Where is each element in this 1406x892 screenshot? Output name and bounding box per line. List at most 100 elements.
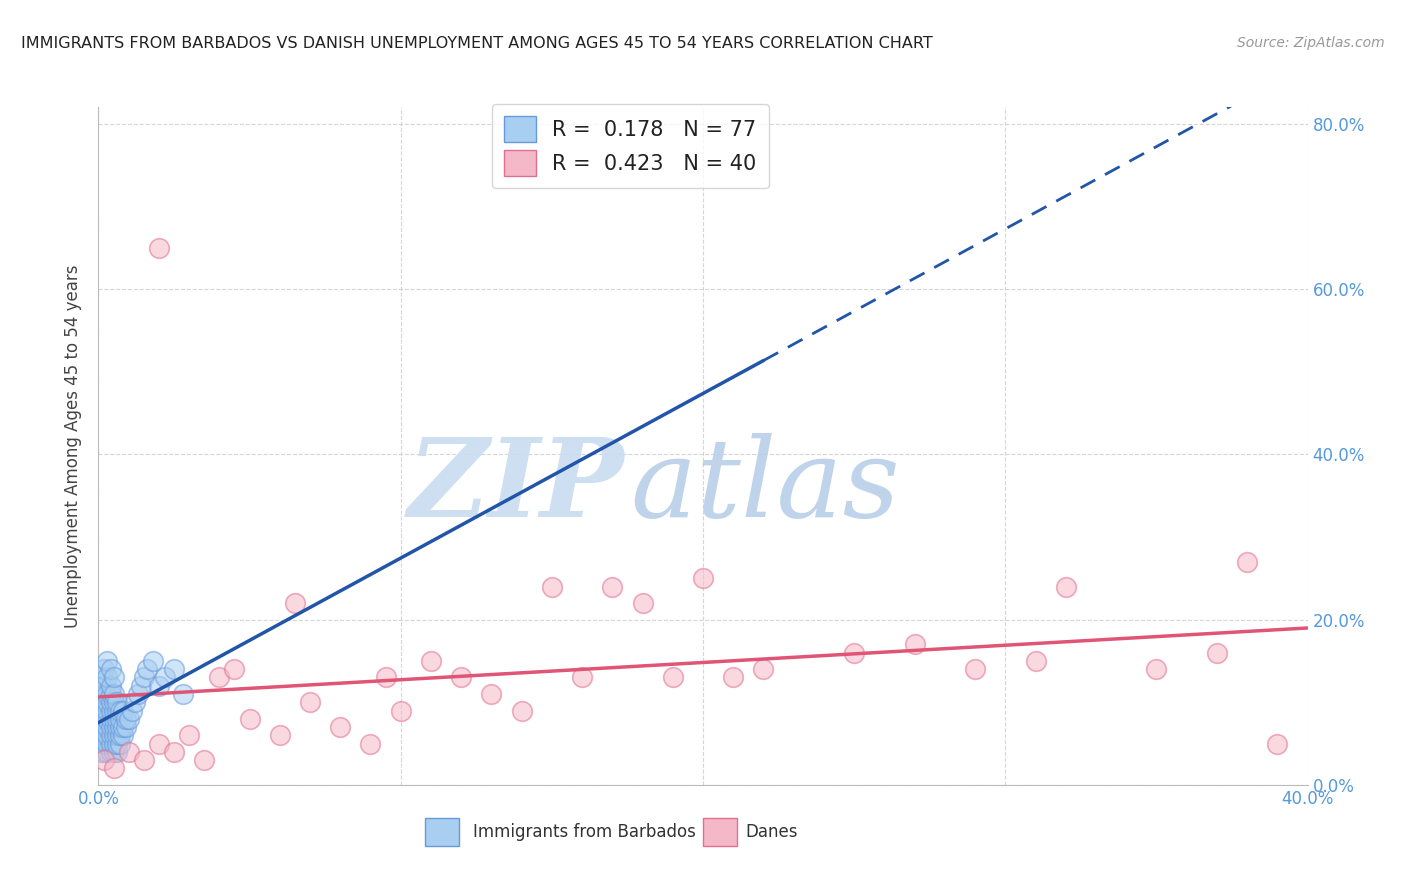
Legend: R =  0.178   N = 77, R =  0.423   N = 40: R = 0.178 N = 77, R = 0.423 N = 40	[492, 103, 769, 188]
Point	[90, 687, 112, 701]
Point	[103, 728, 125, 742]
Text: Danes: Danes	[745, 822, 797, 841]
Point	[661, 671, 683, 685]
Point	[114, 720, 136, 734]
FancyBboxPatch shape	[703, 817, 737, 846]
Point	[108, 704, 131, 718]
Point	[111, 720, 134, 734]
Point	[93, 720, 115, 734]
Point	[100, 737, 122, 751]
Point	[96, 745, 118, 759]
Point	[96, 695, 118, 709]
Point	[100, 745, 122, 759]
Point	[135, 662, 157, 676]
Point	[129, 679, 152, 693]
Point	[96, 704, 118, 718]
Point	[103, 671, 125, 685]
Point	[1144, 662, 1167, 676]
Point	[108, 737, 131, 751]
Y-axis label: Unemployment Among Ages 45 to 54 years: Unemployment Among Ages 45 to 54 years	[65, 264, 83, 628]
Point	[105, 728, 128, 742]
Point	[93, 737, 115, 751]
Point	[510, 704, 533, 718]
Point	[148, 241, 170, 255]
Point	[105, 704, 128, 718]
Point	[105, 737, 128, 751]
Point	[96, 728, 118, 742]
Point	[96, 671, 118, 685]
Point	[90, 745, 112, 759]
Point	[602, 580, 624, 594]
Point	[124, 695, 146, 709]
Point	[103, 737, 125, 751]
Point	[142, 654, 165, 668]
Point	[93, 745, 115, 759]
Point	[100, 662, 122, 676]
Point	[1054, 580, 1077, 594]
Point	[179, 728, 201, 742]
Point	[723, 671, 745, 685]
Point	[93, 679, 115, 693]
Point	[374, 671, 396, 685]
Point	[111, 704, 134, 718]
Point	[108, 728, 131, 742]
Point	[844, 646, 866, 660]
Point	[692, 571, 714, 585]
Point	[100, 679, 122, 693]
Point	[96, 737, 118, 751]
Point	[100, 687, 122, 701]
Point	[100, 712, 122, 726]
Point	[90, 671, 112, 685]
Point	[239, 712, 262, 726]
Point	[90, 737, 112, 751]
Point	[540, 580, 562, 594]
Point	[90, 704, 112, 718]
Point	[329, 720, 352, 734]
Point	[108, 720, 131, 734]
Point	[904, 637, 927, 651]
Point	[111, 728, 134, 742]
Point	[450, 671, 472, 685]
Point	[121, 704, 143, 718]
Point	[208, 671, 231, 685]
Point	[752, 662, 775, 676]
Point	[105, 695, 128, 709]
Point	[103, 745, 125, 759]
Point	[172, 687, 194, 701]
Point	[93, 704, 115, 718]
Point	[96, 687, 118, 701]
Point	[1267, 737, 1289, 751]
Point	[103, 687, 125, 701]
Text: ZIP: ZIP	[408, 433, 624, 541]
Point	[360, 737, 382, 751]
Point	[153, 671, 176, 685]
Point	[96, 712, 118, 726]
Point	[148, 679, 170, 693]
Point	[269, 728, 291, 742]
Point	[389, 704, 412, 718]
Point	[90, 720, 112, 734]
Point	[103, 720, 125, 734]
Point	[105, 720, 128, 734]
Point	[93, 728, 115, 742]
Point	[1236, 555, 1258, 569]
Point	[100, 728, 122, 742]
Point	[163, 662, 186, 676]
Point	[93, 712, 115, 726]
Point	[96, 654, 118, 668]
Point	[299, 695, 322, 709]
Point	[148, 737, 170, 751]
Point	[163, 745, 186, 759]
Point	[631, 596, 654, 610]
Point	[193, 753, 215, 767]
Point	[96, 720, 118, 734]
Point	[93, 662, 115, 676]
Point	[93, 695, 115, 709]
Point	[103, 695, 125, 709]
Point	[571, 671, 593, 685]
Point	[1024, 654, 1046, 668]
Point	[1206, 646, 1229, 660]
Point	[284, 596, 307, 610]
Point	[118, 712, 141, 726]
Point	[132, 753, 155, 767]
